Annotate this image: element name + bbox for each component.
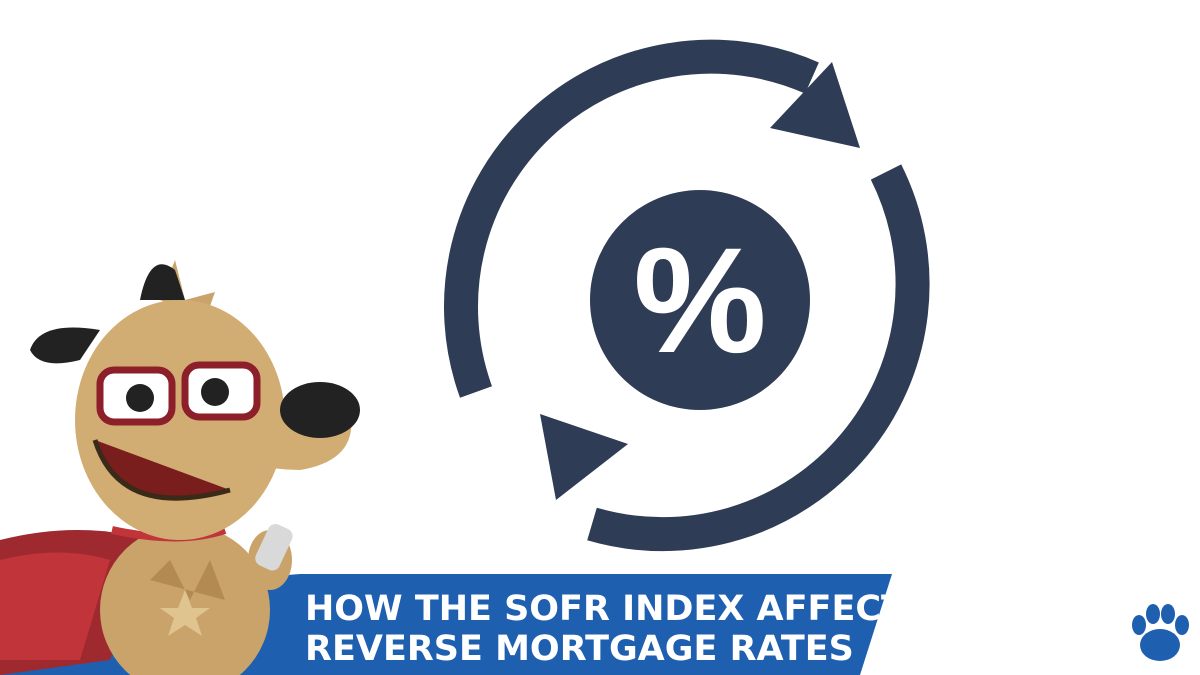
cycle-icon: % [444, 39, 930, 552]
percent-symbol: % [633, 216, 766, 384]
chalk [255, 524, 293, 571]
center-circle [590, 190, 810, 410]
mouth [92, 439, 231, 501]
chest-emblem [150, 560, 225, 600]
mascot [0, 260, 360, 675]
eye [126, 384, 154, 412]
cape-fold [0, 552, 110, 660]
upper-arrow-arc [444, 39, 819, 398]
ear-left [30, 327, 100, 364]
lower-arrow-arc [587, 164, 930, 552]
chest-star [160, 590, 210, 636]
eye [201, 378, 229, 406]
banner-line: HOW THE SOFR INDEX AFFECTS [305, 589, 930, 629]
banner-line: REVERSE MORTGAGE RATES [305, 629, 854, 669]
ear-top [140, 264, 185, 300]
nose [280, 382, 360, 438]
lower-arrow-head [540, 414, 628, 500]
paw-logo [1132, 604, 1189, 661]
upper-arrow-head [770, 62, 860, 148]
